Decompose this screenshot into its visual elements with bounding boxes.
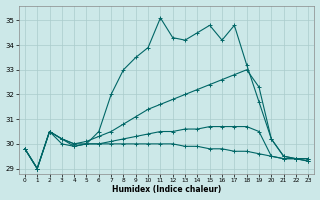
X-axis label: Humidex (Indice chaleur): Humidex (Indice chaleur) bbox=[112, 185, 221, 194]
